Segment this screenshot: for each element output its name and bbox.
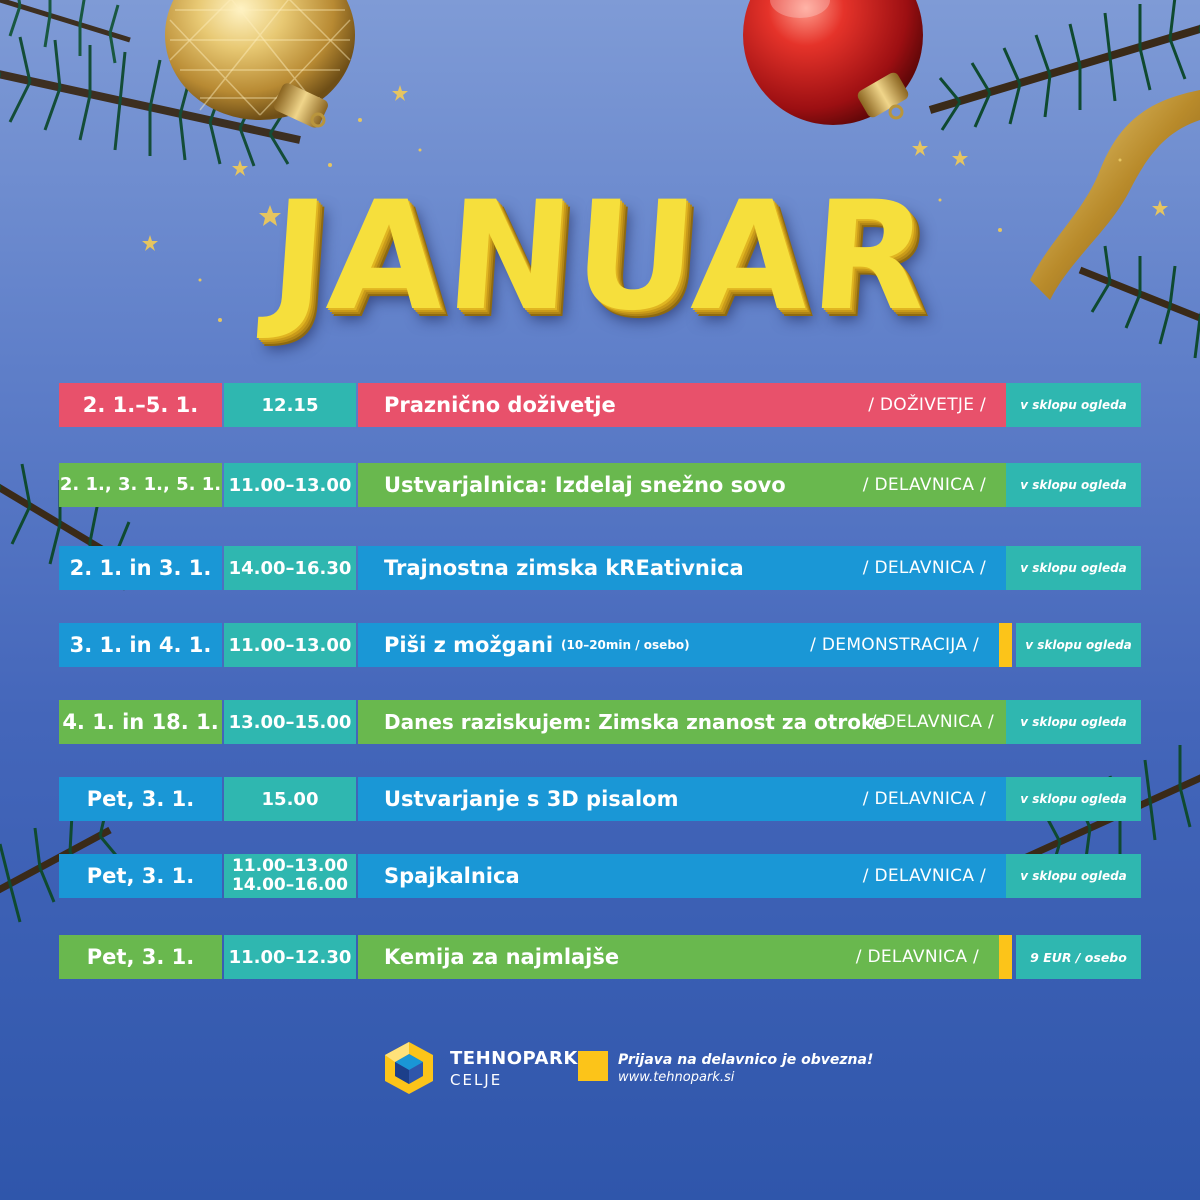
event-time: 14.00–16.30 [224, 546, 356, 590]
event-category: / DELAVNICA / [862, 558, 986, 578]
event-category: / DELAVNICA / [870, 712, 994, 732]
event-title-cell: Praznično doživetje / DOŽIVETJE / [358, 383, 1006, 427]
event-date: 3. 1. in 4. 1. [59, 623, 222, 667]
event-title-note: (10–20min / osebo) [561, 638, 690, 652]
event-title: Spajkalnica [384, 864, 520, 888]
event-price: v sklopu ogleda [1006, 383, 1141, 427]
event-category: / DELAVNICA / [862, 866, 986, 886]
event-title: Kemija za najmlajše [384, 945, 620, 969]
logo-name: TEHNOPARK [450, 1048, 578, 1069]
event-price: v sklopu ogleda [1006, 546, 1141, 590]
footer: TEHNOPARK CELJE Prijava na delavnico je … [0, 1040, 1200, 1100]
pine-branch-top-left [0, 0, 301, 167]
event-time: 11.00–13.00 [224, 463, 356, 507]
event-category: / DELAVNICA / [862, 475, 986, 495]
event-price: v sklopu ogleda [1006, 700, 1141, 744]
event-time: 11.00–13.00 [224, 623, 356, 667]
event-date: 2. 1. in 3. 1. [59, 546, 222, 590]
event-date: Pet, 3. 1. [59, 777, 222, 821]
event-time-line: 11.00–13.00 [231, 856, 349, 876]
gold-ornament [165, 0, 355, 128]
event-date: 2. 1., 3. 1., 5. 1. [59, 463, 222, 507]
event-time: 11.00–12.30 [224, 935, 356, 979]
event-title-cell: Ustvarjalnica: Izdelaj snežno sovo / DEL… [358, 463, 1006, 507]
registration-legend-square [578, 1051, 608, 1081]
event-row: Pet, 3. 1. 11.00–12.30 Kemija za najmlaj… [59, 935, 1141, 979]
website-link[interactable]: www.tehnopark.si [618, 1070, 735, 1085]
event-title-cell: Ustvarjanje s 3D pisalom / DELAVNICA / [358, 777, 1006, 821]
event-price: v sklopu ogleda [1016, 623, 1141, 667]
event-title-cell: Kemija za najmlajše / DELAVNICA / [358, 935, 999, 979]
event-title: Ustvarjalnica: Izdelaj snežno sovo [384, 473, 786, 497]
event-title: Danes raziskujem: Zimska znanost za otro… [384, 710, 888, 734]
event-date: Pet, 3. 1. [59, 854, 222, 898]
event-title-cell: Spajkalnica / DELAVNICA / [358, 854, 1006, 898]
registration-note: Prijava na delavnico je obvezna! [618, 1052, 874, 1068]
event-row: 3. 1. in 4. 1. 11.00–13.00 Piši z možgan… [59, 623, 1141, 667]
event-row: Pet, 3. 1. 11.00–13.00 14.00–16.00 Spajk… [59, 854, 1141, 898]
event-row: 2. 1., 3. 1., 5. 1. 11.00–13.00 Ustvarja… [59, 463, 1141, 507]
event-time: 11.00–13.00 14.00–16.00 [224, 854, 356, 898]
event-title: Piši z možgani [384, 633, 554, 657]
event-title-cell: Piši z možgani (10–20min / osebo) / DEMO… [358, 623, 999, 667]
event-title: Ustvarjanje s 3D pisalom [384, 787, 679, 811]
event-row: 2. 1.–5. 1. 12.15 Praznično doživetje / … [59, 383, 1141, 427]
registration-marker [999, 623, 1012, 667]
event-date: Pet, 3. 1. [59, 935, 222, 979]
event-time: 15.00 [224, 777, 356, 821]
event-row: 2. 1. in 3. 1. 14.00–16.30 Trajnostna zi… [59, 546, 1141, 590]
event-title: Praznično doživetje [384, 393, 616, 417]
event-title-cell: Trajnostna zimska kREativnica / DELAVNIC… [358, 546, 1006, 590]
event-category: / DEMONSTRACIJA / [810, 635, 979, 655]
event-date: 2. 1.–5. 1. [59, 383, 222, 427]
event-price: v sklopu ogleda [1006, 463, 1141, 507]
event-date: 4. 1. in 18. 1. [59, 700, 222, 744]
red-ornament [743, 0, 923, 125]
page-title: JANUAR [264, 170, 936, 344]
event-category: / DELAVNICA / [862, 789, 986, 809]
pine-branch-right [928, 0, 1200, 877]
event-price: v sklopu ogleda [1006, 777, 1141, 821]
event-category: / DELAVNICA / [855, 947, 979, 967]
event-price: 9 EUR / osebo [1016, 935, 1141, 979]
event-time-line: 14.00–16.00 [231, 875, 349, 895]
event-row: 4. 1. in 18. 1. 13.00–15.00 Danes razisk… [59, 700, 1141, 744]
event-price: v sklopu ogleda [1006, 854, 1141, 898]
logo-city: CELJE [450, 1071, 503, 1089]
event-title: Trajnostna zimska kREativnica [384, 556, 744, 580]
pine-branch-left [0, 463, 131, 923]
registration-marker [999, 935, 1012, 979]
event-title-cell: Danes raziskujem: Zimska znanost za otro… [358, 700, 1006, 744]
event-time: 13.00–15.00 [224, 700, 356, 744]
tehnopark-logo-icon [385, 1042, 433, 1094]
event-row: Pet, 3. 1. 15.00 Ustvarjanje s 3D pisalo… [59, 777, 1141, 821]
event-category: / DOŽIVETJE / [868, 395, 986, 415]
event-time: 12.15 [224, 383, 356, 427]
